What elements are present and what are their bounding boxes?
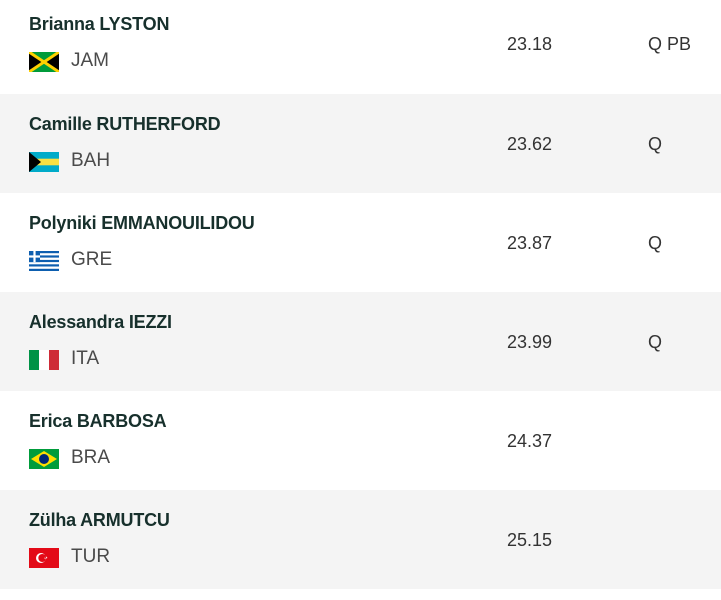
athlete-name[interactable]: Erica BARBOSA: [29, 411, 167, 431]
result-row[interactable]: Zülha ARMUTCU TUR 25.15: [0, 490, 721, 589]
flag: [29, 449, 59, 469]
country-code: JAM: [71, 50, 109, 71]
result-time: 23.87: [507, 233, 553, 253]
result-time: 24.37: [507, 431, 553, 451]
result-row[interactable]: Camille RUTHERFORD BAH 23.62 Q: [0, 94, 721, 193]
qualifier: Q: [648, 233, 663, 253]
country-code: BRA: [71, 447, 111, 468]
flag: [29, 152, 59, 172]
country-code: ITA: [71, 348, 100, 369]
athlete-name[interactable]: Zülha ARMUTCU: [29, 510, 170, 530]
result-time: 23.18: [507, 34, 553, 54]
result-row[interactable]: Alessandra IEZZI ITA 23.99 Q: [0, 292, 721, 391]
qualifier: Q PB: [648, 34, 692, 54]
flag: [29, 52, 59, 72]
result-time: 23.99: [507, 332, 553, 352]
athlete-name[interactable]: Polyniki EMMANOUILIDOU: [29, 213, 255, 233]
result-row[interactable]: Polyniki EMMANOUILIDOU GRE 23.87 Q: [0, 193, 721, 292]
flag: [29, 350, 59, 370]
qualifier: Q: [648, 134, 663, 154]
flag: [29, 548, 59, 568]
flag: [29, 251, 59, 271]
country-code: GRE: [71, 249, 113, 270]
result-time: 25.15: [507, 530, 553, 550]
athlete-name[interactable]: Camille RUTHERFORD: [29, 114, 221, 134]
country-code: BAH: [71, 150, 111, 171]
athlete-name[interactable]: Alessandra IEZZI: [29, 312, 172, 332]
athlete-name[interactable]: Brianna LYSTON: [29, 14, 170, 34]
result-row[interactable]: Brianna LYSTON JAM 23.18 Q PB: [0, 0, 721, 93]
qualifier: Q: [648, 332, 663, 352]
result-time: 23.62: [507, 134, 553, 154]
country-code: TUR: [71, 546, 111, 567]
result-row[interactable]: Erica BARBOSA BRA 24.37: [0, 391, 721, 490]
